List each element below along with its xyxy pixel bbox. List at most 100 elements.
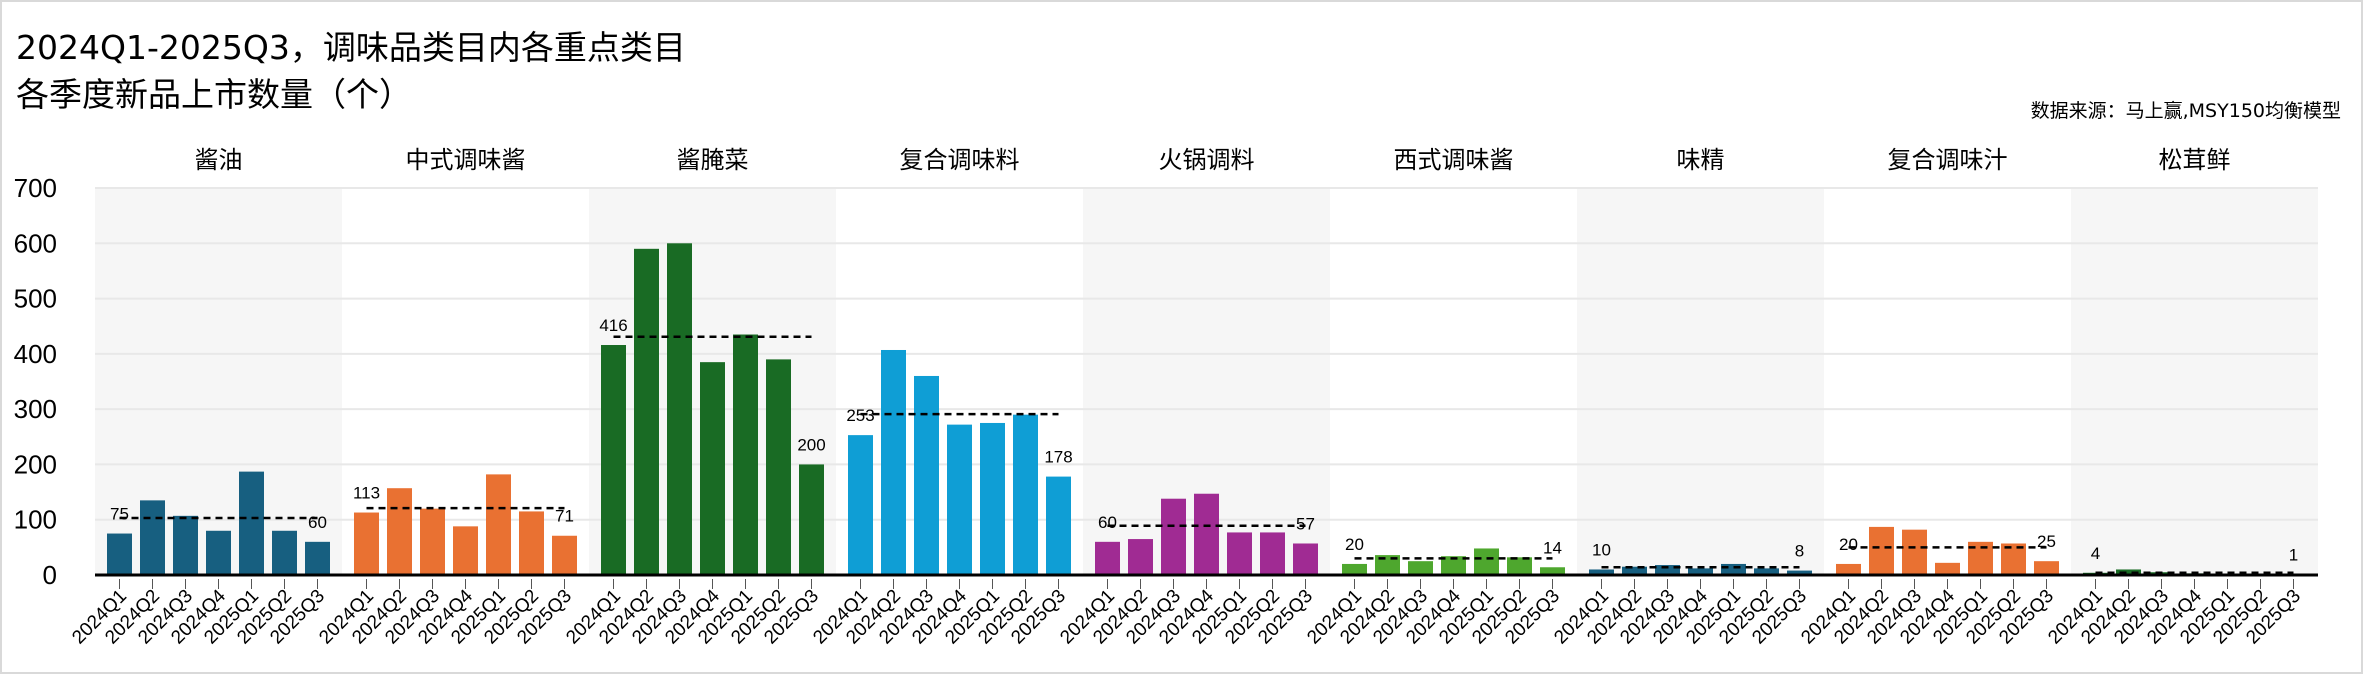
bar (1342, 563, 1367, 575)
bar (387, 488, 412, 575)
bar (1869, 526, 1894, 575)
bar (140, 500, 165, 575)
panel-title: 酱油 (195, 146, 243, 174)
data-label-first: 60 (1098, 513, 1117, 532)
bar (2116, 569, 2141, 575)
bar (1589, 569, 1614, 575)
chart-title-line2: 各季度新品上市数量（个） (16, 75, 412, 114)
y-tick-label: 600 (14, 228, 57, 258)
bar (1194, 493, 1219, 575)
bar (1095, 541, 1120, 575)
panel-background (95, 188, 342, 575)
data-label-last: 71 (555, 507, 574, 526)
panel-title: 松茸鲜 (2159, 146, 2231, 174)
y-tick-label: 500 (14, 284, 57, 314)
data-label-last: 57 (1296, 514, 1315, 533)
data-label-last: 25 (2037, 532, 2056, 551)
y-tick-label: 700 (14, 173, 57, 203)
bar (1013, 414, 1038, 575)
bar (486, 474, 511, 575)
bar (947, 424, 972, 575)
bar (601, 345, 626, 575)
bar (1787, 570, 1812, 575)
bar (107, 533, 132, 575)
bar (1375, 555, 1400, 575)
y-tick-label: 0 (43, 560, 57, 590)
data-label-first: 416 (599, 316, 627, 335)
data-label-last: 1 (2289, 545, 2298, 564)
bar (1227, 532, 1252, 575)
bar (420, 508, 445, 575)
data-label-last: 178 (1044, 448, 1072, 467)
bar (1474, 548, 1499, 575)
bar (1935, 562, 1960, 575)
chart-title: 2024Q1-2025Q3，调味品类目内各重点类目 各季度新品上市数量（个） (16, 24, 686, 118)
data-label-last: 200 (797, 435, 825, 454)
panel-title: 西式调味酱 (1394, 146, 1514, 174)
data-label-first: 20 (1345, 535, 1364, 554)
bar (272, 530, 297, 575)
data-label-first: 253 (846, 406, 874, 425)
panel-title: 火锅调料 (1159, 146, 1255, 174)
bar (1408, 561, 1433, 575)
bar (914, 375, 939, 575)
data-label-last: 14 (1543, 538, 1562, 557)
bar (980, 422, 1005, 575)
bar (881, 349, 906, 575)
bar (305, 541, 330, 575)
bar (1260, 532, 1285, 575)
bar (2034, 561, 2059, 575)
bar (1441, 556, 1466, 575)
bar (552, 535, 577, 575)
bar (1688, 568, 1713, 575)
bar (1721, 563, 1746, 575)
bar (1540, 567, 1565, 575)
data-source: 数据来源：马上赢,MSY150均衡模型 (2030, 100, 2341, 122)
bar (1622, 566, 1647, 575)
bar (700, 362, 725, 575)
data-label-first: 10 (1592, 540, 1611, 559)
bar (173, 515, 198, 575)
bar (1507, 557, 1532, 575)
panel-title: 酱腌菜 (677, 146, 749, 174)
data-label-first: 20 (1839, 535, 1858, 554)
y-tick-label: 300 (14, 394, 57, 424)
panel-title: 中式调味酱 (406, 146, 526, 174)
panel-title: 复合调味料 (900, 146, 1020, 174)
y-tick-label: 400 (14, 339, 57, 369)
bar (1161, 498, 1186, 575)
panel-title: 复合调味汁 (1888, 146, 2008, 174)
bar (239, 471, 264, 575)
chart-title-line1: 2024Q1-2025Q3，调味品类目内各重点类目 (16, 28, 686, 67)
panel-background (2071, 188, 2318, 575)
bar (634, 248, 659, 576)
bar (766, 359, 791, 575)
bar (667, 243, 692, 576)
bar (848, 435, 873, 575)
data-label-last: 8 (1795, 542, 1804, 561)
bar (453, 526, 478, 575)
bar (733, 334, 758, 575)
bar (1902, 529, 1927, 575)
bar (1128, 539, 1153, 575)
data-label-last: 60 (308, 513, 327, 532)
bar (1655, 565, 1680, 575)
bar (799, 464, 824, 575)
bar (2001, 543, 2026, 575)
panel-background (1577, 188, 1824, 575)
data-label-first: 113 (353, 484, 380, 503)
bar (1836, 563, 1861, 575)
panel-title: 味精 (1677, 146, 1725, 174)
y-tick-label: 100 (14, 505, 57, 535)
y-tick-label: 200 (14, 449, 57, 479)
bar (519, 511, 544, 575)
data-label-first: 75 (110, 505, 129, 524)
bar (206, 530, 231, 575)
bar (1754, 568, 1779, 575)
bar (1046, 476, 1071, 575)
bar (1293, 543, 1318, 575)
bar (354, 512, 379, 575)
data-label-first: 4 (2091, 544, 2100, 563)
